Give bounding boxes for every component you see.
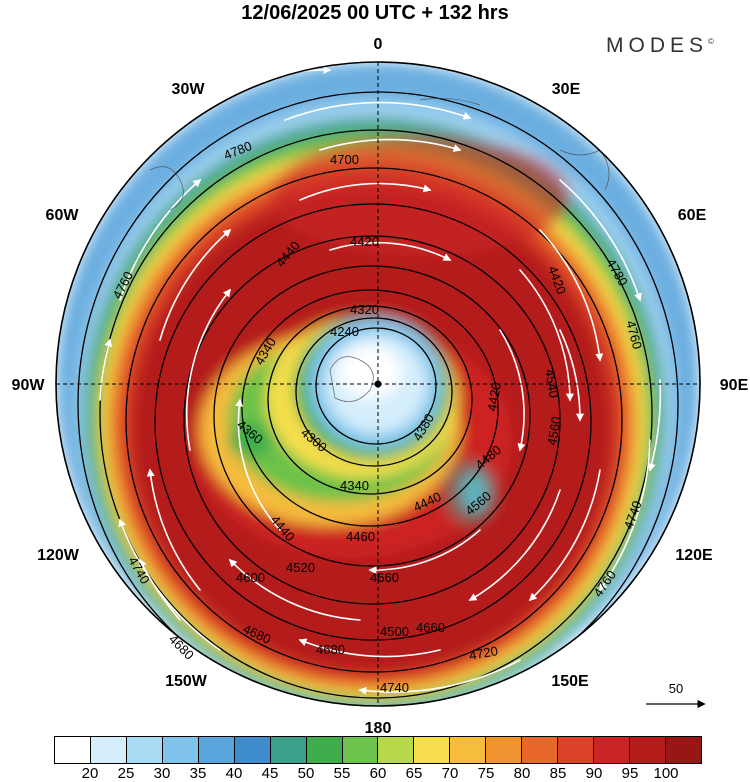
- colorbar-tick-label: 20: [81, 765, 99, 782]
- lon-label-30e: 30E: [552, 81, 581, 98]
- colorbar-swatch: [450, 737, 487, 763]
- contour-label: 4680: [316, 642, 345, 657]
- colorbar-swatch: [162, 737, 199, 763]
- lon-label-150w: 150W: [165, 673, 208, 690]
- contour-label: 4560: [544, 415, 564, 446]
- contour-label: 4660: [416, 620, 445, 635]
- colorbar-tick-label: 55: [333, 765, 351, 782]
- lon-label-90w: 90W: [12, 377, 46, 394]
- coastlines: [149, 98, 610, 402]
- colorbar-tick-label: 85: [549, 765, 567, 782]
- colorbar-tick-label: 100: [653, 765, 679, 782]
- colorbar-ticks: 20 25 30 35 40 45 50 55 60 65 70 75 80 85 90 95 100: [54, 764, 702, 782]
- colorbar-swatch: [270, 737, 307, 763]
- map-title: 12/06/2025 00 UTC + 132 hrs: [241, 2, 509, 24]
- contour-label: 4720: [468, 643, 499, 663]
- colorbar-tick-label: 65: [405, 765, 423, 782]
- colorbar-swatch: [342, 737, 379, 763]
- copyright-mark: ©: [708, 37, 714, 46]
- contour-label: 4420: [484, 381, 504, 412]
- brand-name: MODES: [606, 34, 709, 57]
- colorbar-tick-label: 95: [621, 765, 639, 782]
- lon-label-120e: 120E: [675, 547, 713, 564]
- lon-label-150e: 150E: [551, 673, 589, 690]
- colorbar-tick-label: 25: [117, 765, 135, 782]
- colorbar-tick-label: 70: [441, 765, 459, 782]
- north-pole-marker: [374, 380, 382, 388]
- contour-label: 4700: [330, 152, 359, 167]
- colorbar-tick-label: 40: [225, 765, 243, 782]
- height-contours: [77, 91, 679, 706]
- colorbar-swatch: [198, 737, 235, 763]
- colorbar-swatch: [90, 737, 127, 763]
- contour-label: 4240: [330, 324, 359, 339]
- graticule: [55, 61, 701, 707]
- colorbar-tick-label: 80: [513, 765, 531, 782]
- lon-label-30w: 30W: [172, 81, 206, 98]
- contour-label: 4460: [346, 529, 375, 544]
- lon-label-120w: 120W: [37, 547, 80, 564]
- longitude-labels: 0 180 90W 90E 30W 60W 30E 60E 120W 150W …: [12, 36, 749, 737]
- colorbar-swatch: [414, 737, 451, 763]
- colorbar-swatch: [522, 737, 559, 763]
- colorbar-swatch: [558, 737, 595, 763]
- contour-label: 4500: [380, 624, 409, 639]
- contour-label: 4420: [350, 234, 379, 249]
- colorbar-swatch: [665, 737, 701, 763]
- colorbar-swatch: [594, 737, 630, 763]
- colorbar-swatch: [234, 737, 271, 763]
- lon-label-0: 0: [374, 36, 383, 53]
- lon-label-60w: 60W: [46, 207, 80, 224]
- colorbar-tick-label: 90: [585, 765, 603, 782]
- lon-label-180: 180: [365, 720, 392, 737]
- colorbar-swatch: [486, 737, 523, 763]
- contour-label: 4320: [350, 302, 379, 317]
- colorbar-tick-label: 30: [153, 765, 171, 782]
- colorbar-swatch: [630, 737, 666, 763]
- colorbar-swatch: [378, 737, 415, 763]
- colorbar: [54, 736, 702, 764]
- colorbar-swatch: [306, 737, 343, 763]
- colorbar-tick-label: 60: [369, 765, 387, 782]
- contour-label: 4340: [340, 478, 369, 493]
- colorbar-tick-label: 50: [297, 765, 315, 782]
- lon-label-90e: 90E: [720, 377, 749, 394]
- contour-label: 4740: [380, 680, 409, 695]
- colorbar-tick-label: 45: [261, 765, 279, 782]
- contour-label: 4520: [286, 560, 315, 575]
- colorbar-swatch: [126, 737, 163, 763]
- contour-label: 4660: [370, 570, 399, 585]
- colorbar-tick-label: 75: [477, 765, 495, 782]
- lon-label-60e: 60E: [678, 207, 707, 224]
- contour-label: 4540: [542, 368, 562, 399]
- reference-vector-label: 50: [669, 681, 683, 696]
- colorbar-tick-label: 35: [189, 765, 207, 782]
- contour-label: 4600: [236, 570, 265, 585]
- brand-logo: MODES©: [606, 34, 714, 58]
- wind-speed-field: [56, 62, 700, 706]
- contour-label: 4760: [623, 319, 645, 351]
- reference-vector: 50: [646, 681, 706, 709]
- colorbar-swatch: [55, 737, 91, 763]
